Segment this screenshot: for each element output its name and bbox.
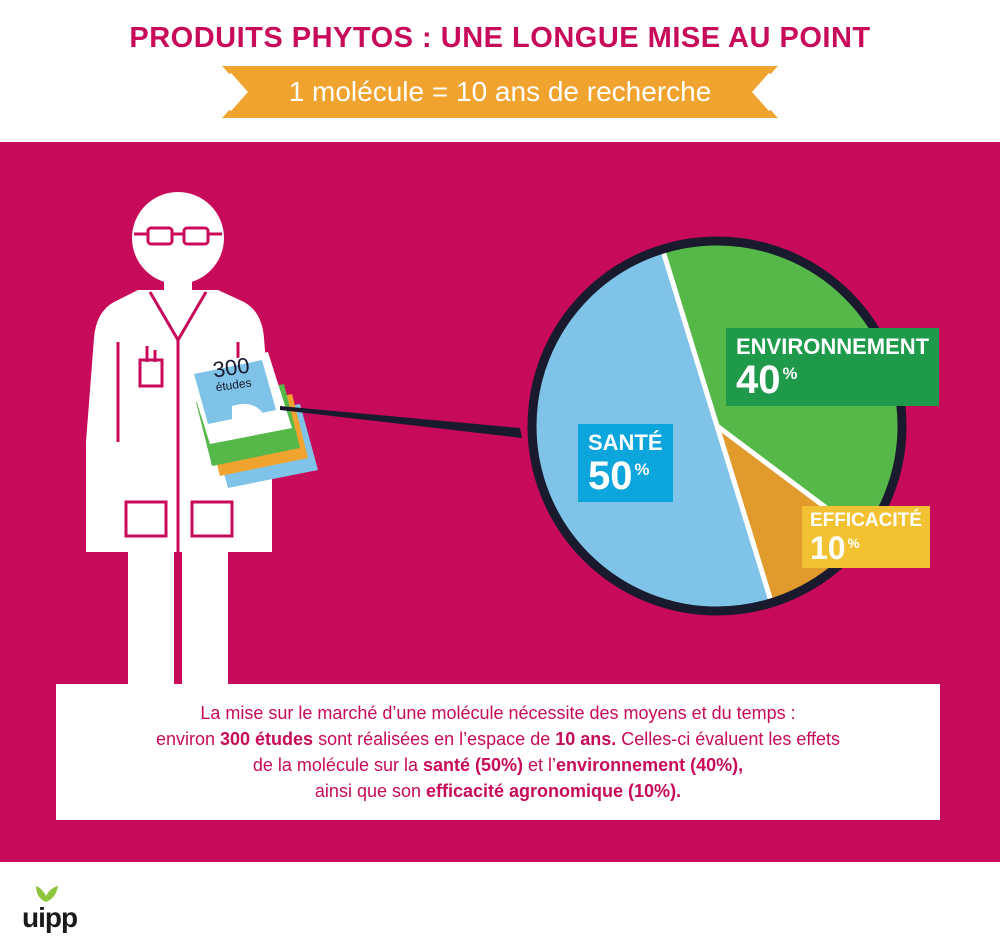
study-folders [186, 352, 318, 488]
leaf-icon [36, 886, 58, 902]
description-box: La mise sur le marché d’une molécule néc… [56, 684, 940, 820]
uipp-logo: uipp [22, 884, 92, 934]
ribbon-text: 1 molécule = 10 ans de recherche [288, 76, 712, 107]
slice-value-environnement: 40% [736, 358, 798, 402]
slice-value-sante: 50% [588, 454, 650, 498]
page-title: PRODUITS PHYTOS : UNE LONGUE MISE AU POI… [129, 22, 871, 54]
slice-name-efficacite: EFFICACITÉ [810, 510, 922, 531]
description-line-2: environ 300 études sont réalisées en l’e… [155, 729, 841, 749]
pie-separator-2 [714, 425, 774, 604]
pie-separator-0 [660, 248, 720, 427]
slice-label-efficacite: EFFICACITÉ 10% [802, 506, 930, 568]
ribbon-shape [222, 66, 778, 118]
description-line-3: de la molécule sur la santé (50%) et l’e… [252, 755, 744, 775]
slice-label-sante: SANTÉ 50% [578, 424, 673, 502]
subtitle-ribbon: 1 molécule = 10 ans de recherche [222, 66, 778, 118]
description-line-1: La mise sur le marché d’une molécule néc… [200, 703, 796, 723]
slice-value-efficacite: 10% [810, 530, 860, 566]
slice-label-environnement: ENVIRONNEMENT 40% [726, 328, 940, 406]
description-line-4: ainsi que son efficacité agronomique (10… [314, 781, 682, 801]
slice-name-environnement: ENVIRONNEMENT [736, 334, 930, 359]
pie-outline [527, 236, 907, 616]
slice-name-sante: SANTÉ [588, 430, 663, 455]
logo-text: uipp [22, 902, 78, 933]
